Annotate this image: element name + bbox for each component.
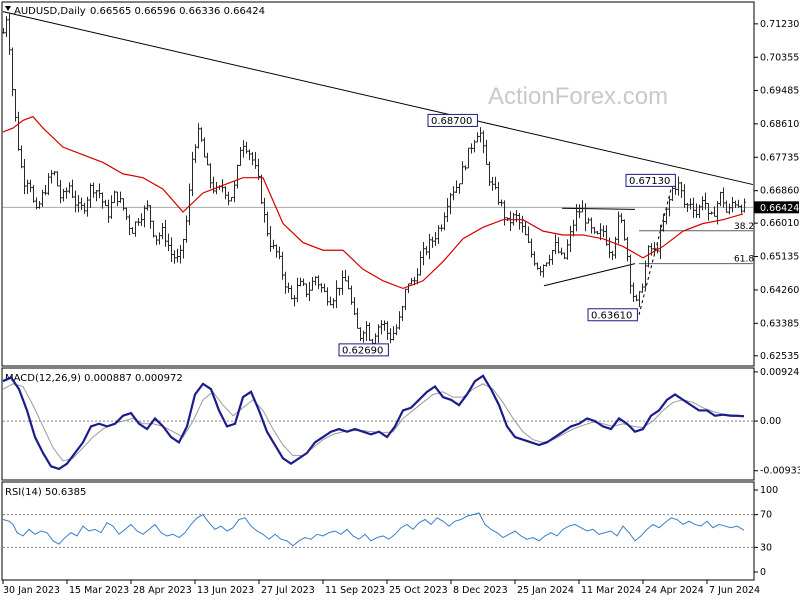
macd-title: MACD(12,26,9) 0.000887 0.000972 [5, 373, 183, 384]
price-label-text: 0.67130 [629, 176, 670, 187]
fib-level-label: 38.2 [734, 222, 754, 232]
date-tick-label: 30 Jan 2023 [3, 585, 60, 596]
rsi-title: RSI(14) 50.6385 [5, 487, 86, 498]
date-tick-label: 11 Mar 2024 [581, 585, 641, 596]
dropdown-triangle-icon[interactable] [5, 6, 11, 11]
date-tick-label: 11 Sep 2023 [325, 585, 385, 596]
price-tick-label: 0.70355 [760, 52, 799, 63]
rsi-panel [1, 481, 755, 581]
ohlc-values: 0.66565 0.66596 0.66336 0.66424 [90, 6, 265, 17]
rsi-tick-label: 70 [760, 510, 772, 521]
fib-level-label: 61.8 [734, 255, 754, 265]
symbol-title: AUDUSD,Daily [14, 6, 86, 17]
price-tick-label: 0.68610 [760, 119, 799, 130]
macd-tick-label: 0.00 [760, 416, 781, 427]
price-tick-label: 0.66860 [760, 186, 799, 197]
trendline [2, 11, 754, 186]
date-tick-label: 7 Jun 2024 [709, 585, 760, 596]
macd-layer [2, 374, 753, 471]
date-tick-label: 27 Jul 2023 [261, 585, 315, 596]
date-tick-label: 28 Apr 2023 [133, 585, 192, 596]
date-tick-label: 24 Apr 2024 [645, 585, 704, 596]
price-tick-label: 0.65135 [760, 252, 799, 263]
trendline [543, 263, 636, 287]
price-label-box [587, 308, 638, 322]
date-tick-label: 15 Mar 2023 [69, 585, 129, 596]
macd-main-line [2, 374, 745, 471]
macd-tick-label: -0.009336 [760, 466, 800, 477]
price-tick-label: 0.64260 [760, 285, 799, 296]
watermark: ActionForex.com [488, 83, 668, 110]
current-price-box [754, 201, 799, 214]
price-label-box [427, 113, 478, 127]
rsi-layer [2, 512, 753, 548]
price-tick-label: 0.67735 [760, 152, 799, 163]
price-label-text: 0.63610 [591, 310, 632, 321]
macd-tick-label: 0.009243 [760, 367, 800, 378]
price-label-box [338, 343, 389, 357]
price-layer: 38.2 61.8 0.68700 0.67130 0.63610 0.62690 [2, 11, 754, 357]
rsi-line [2, 512, 745, 547]
price-tick-label: 0.71230 [760, 19, 799, 30]
date-tick-label: 25 Oct 2023 [389, 585, 448, 596]
date-tick-label: 13 Jun 2023 [197, 585, 254, 596]
date-tick-label: 25 Jan 2024 [517, 585, 574, 596]
trendline [638, 181, 674, 315]
price-tick-label: 0.66010 [760, 218, 799, 229]
macd-signal-line [2, 383, 745, 462]
price-tick-label: 0.62535 [760, 351, 799, 362]
axis-layer: 0.71230 0.70355 0.69485 0.68610 0.67735 0.668… [2, 19, 800, 596]
current-price-label: 0.66424 [760, 203, 799, 214]
rsi-tick-label: 30 [760, 542, 772, 553]
price-label-box [625, 173, 676, 187]
rsi-tick-label: 100 [760, 485, 778, 496]
price-label-text: 0.62690 [342, 345, 383, 356]
price-label-text: 0.68700 [431, 116, 472, 127]
moving-average-line [2, 115, 744, 290]
trendline [561, 207, 636, 210]
price-tick-label: 0.63385 [760, 318, 799, 329]
date-tick-label: 8 Dec 2023 [453, 585, 508, 596]
price-tick-label: 0.69485 [760, 85, 799, 96]
rsi-tick-label: 0 [760, 567, 766, 578]
